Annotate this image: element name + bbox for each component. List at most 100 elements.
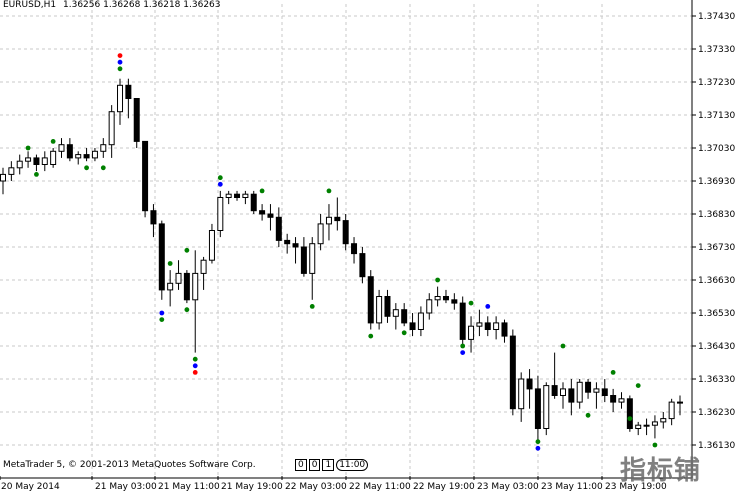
candle-bear — [551, 385, 558, 397]
candle-bear — [234, 193, 241, 198]
fractal-marker — [610, 370, 616, 375]
fractal-marker — [217, 175, 223, 181]
candle-bear — [484, 322, 491, 330]
fractal-marker — [368, 333, 374, 339]
price-label: 1.36430 — [698, 342, 735, 352]
fractal-marker — [560, 343, 566, 349]
candle-bull — [50, 150, 57, 166]
candle-bear — [585, 381, 592, 393]
price-label: 1.36830 — [698, 210, 735, 220]
candle-bear — [250, 193, 257, 212]
candle-bear — [66, 144, 73, 159]
price-label: 1.37130 — [698, 111, 735, 121]
fractal-marker — [652, 442, 658, 448]
candle-bull — [242, 193, 249, 198]
candle-bull — [643, 424, 650, 427]
candle-bull — [618, 398, 625, 403]
fractal-marker — [485, 304, 491, 309]
copyright-text: MetaTrader 5, © 2001-2013 MetaQuotes Sof… — [3, 460, 256, 470]
toolbar-box-4[interactable]: 11:00 — [336, 459, 369, 471]
candle-bear — [292, 243, 299, 248]
candle-bear — [409, 322, 416, 330]
fractal-marker — [460, 350, 466, 355]
candle-bear — [83, 154, 90, 159]
candle-bull — [668, 401, 675, 420]
price-label: 1.37230 — [698, 78, 735, 88]
candle-bull — [559, 388, 566, 396]
candle-bull — [192, 272, 199, 301]
candle-bear — [401, 309, 408, 324]
fractal-marker — [117, 53, 123, 58]
fractal-marker — [84, 165, 89, 171]
toolbar-box-3[interactable]: 1 — [322, 459, 335, 471]
candle-bull — [476, 322, 483, 327]
candle-bull — [41, 157, 48, 165]
candle-bear — [267, 213, 274, 218]
candle-bear — [284, 239, 291, 245]
candle-bull — [493, 322, 500, 330]
candle-bear — [259, 210, 266, 215]
time-label: 21 May 11:00 — [158, 482, 220, 492]
watermark: 指标铺 — [620, 456, 702, 486]
candle-bull — [434, 296, 441, 301]
fractal-marker — [117, 66, 123, 72]
price-label: 1.36230 — [698, 408, 735, 418]
time-label: 20 May 2014 — [1, 482, 60, 492]
candle-bull — [100, 144, 107, 152]
candle-bear — [384, 296, 391, 317]
candle-bull — [175, 272, 182, 284]
fractal-marker — [192, 356, 198, 362]
price-label: 1.36930 — [698, 177, 735, 187]
fractal-marker — [184, 307, 190, 313]
candle-bear — [158, 223, 165, 291]
toolbar-box-2[interactable]: 0 — [308, 459, 321, 471]
fractal-marker — [167, 261, 173, 266]
candle-bear — [534, 388, 541, 429]
candle-bull — [376, 296, 383, 324]
candle-bear — [142, 140, 149, 212]
candle-bull — [325, 216, 332, 225]
fractal-marker — [259, 188, 265, 194]
fractal-marker — [50, 139, 56, 144]
candle-bull — [576, 381, 583, 403]
ohlc-low: 1.36218 — [143, 0, 181, 10]
candle-bull — [635, 424, 642, 430]
candle-bull — [426, 299, 433, 314]
candle-bear — [359, 253, 366, 278]
bottom-toolbar: 0 0 1 11:00 — [295, 459, 369, 471]
fractal-marker — [585, 412, 591, 418]
candle-bear — [442, 296, 449, 301]
fractal-marker — [535, 439, 541, 445]
fractal-marker — [159, 317, 165, 322]
candle-bull — [660, 418, 667, 423]
candle-bear — [568, 388, 575, 403]
candle-bull — [651, 421, 658, 426]
candle-bull — [8, 167, 15, 175]
fractal-marker — [435, 277, 441, 283]
candle-bull — [417, 312, 424, 330]
candle-bear — [626, 398, 633, 429]
price-label: 1.36330 — [698, 375, 735, 385]
toolbar-box-1[interactable]: 0 — [295, 459, 307, 471]
fractal-marker — [25, 145, 31, 151]
candle-bear — [275, 216, 282, 241]
candle-bull — [225, 193, 232, 198]
candle-bull — [309, 243, 316, 274]
candle-bear — [610, 395, 617, 403]
symbol-info: EURUSD,H1 — [3, 0, 57, 10]
candle-bull — [543, 385, 550, 430]
candle-bear — [334, 216, 341, 222]
candle-bull — [25, 157, 32, 162]
time-label: 22 May 19:00 — [413, 482, 475, 492]
candle-bear — [33, 157, 40, 165]
candle-bear — [342, 220, 349, 245]
fractal-marker — [117, 59, 123, 65]
candle-bull — [58, 144, 65, 152]
candle-bear — [451, 299, 458, 304]
time-label: 21 May 19:00 — [221, 482, 283, 492]
fractal-marker — [535, 445, 541, 451]
candle-bull — [16, 160, 23, 169]
ohlc-high: 1.36268 — [103, 0, 141, 10]
